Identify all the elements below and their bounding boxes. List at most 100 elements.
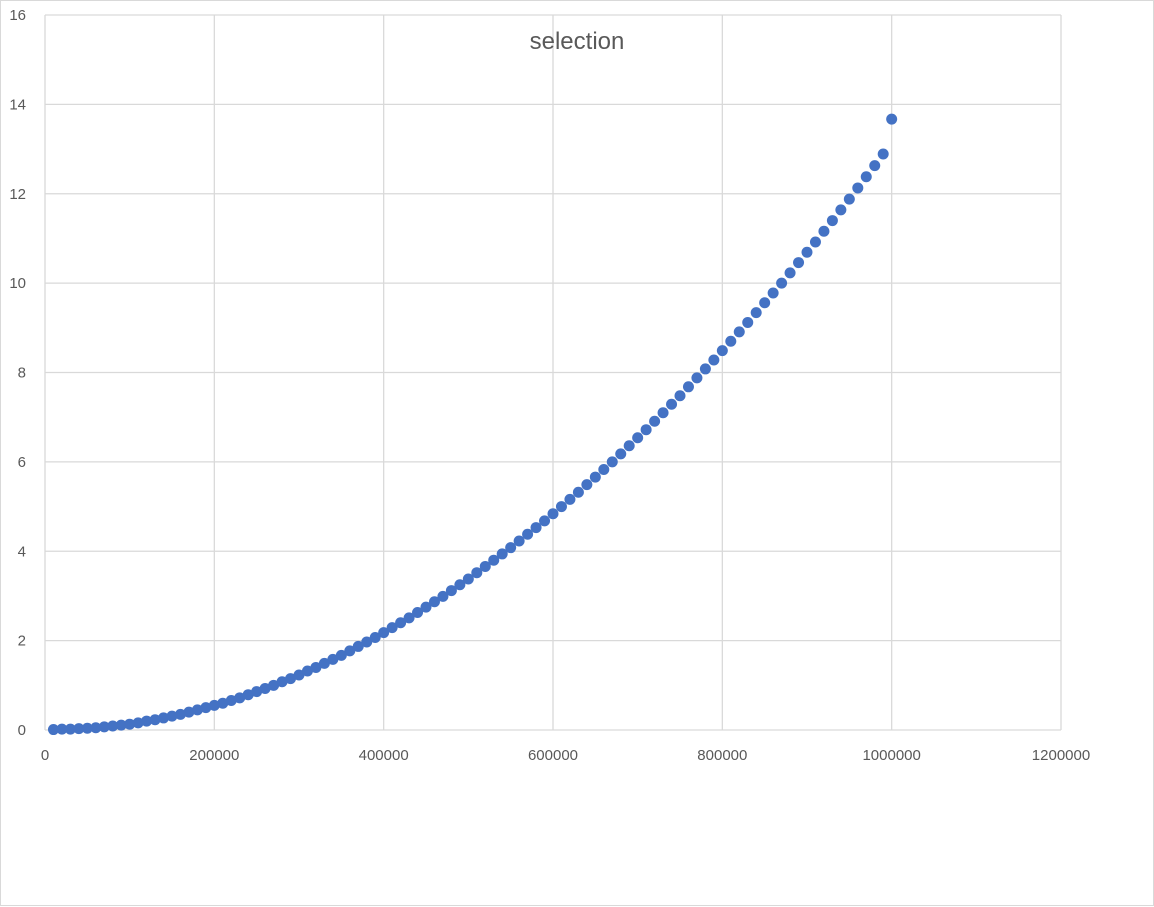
data-point [632, 432, 644, 444]
data-point [759, 297, 771, 309]
data-point [886, 113, 898, 125]
data-point [200, 702, 212, 714]
data-point [564, 493, 576, 505]
data-point [81, 722, 93, 734]
x-tick-label: 600000 [528, 747, 578, 764]
data-point [801, 246, 813, 258]
data-point [234, 692, 246, 704]
data-point [826, 215, 838, 227]
data-point [310, 661, 322, 673]
chart-title: selection [530, 28, 625, 55]
x-tick-label: 0 [41, 747, 49, 764]
data-point [90, 722, 102, 734]
data-point [437, 590, 449, 602]
data-point [64, 723, 76, 735]
data-point [242, 689, 254, 701]
y-tick-label: 4 [18, 543, 26, 560]
data-point [251, 686, 263, 698]
data-point [530, 522, 542, 534]
x-tick-label: 400000 [359, 747, 409, 764]
data-point [403, 612, 415, 624]
data-point [208, 699, 220, 711]
y-tick-label: 10 [9, 275, 26, 292]
data-point [513, 535, 525, 547]
data-point [445, 585, 457, 597]
data-point [852, 182, 864, 194]
data-point [818, 225, 830, 237]
data-point [462, 573, 474, 585]
data-point [98, 721, 110, 733]
data-point [115, 719, 127, 731]
data-point [835, 204, 847, 216]
data-point [860, 171, 872, 183]
data-point [581, 479, 593, 491]
data-point [809, 236, 821, 248]
data-point [268, 679, 280, 691]
x-tick-label: 800000 [697, 747, 747, 764]
y-tick-label: 0 [18, 722, 26, 739]
data-point [479, 560, 491, 572]
data-point [191, 704, 203, 716]
data-point [691, 372, 703, 384]
data-point [174, 708, 186, 720]
data-point [318, 657, 330, 669]
data-point [555, 501, 567, 513]
data-point [471, 567, 483, 579]
data-point [742, 316, 754, 328]
x-tick-label: 1000000 [862, 747, 920, 764]
data-point [412, 606, 424, 618]
data-point [335, 649, 347, 661]
data-point [598, 463, 610, 475]
y-tick-label: 14 [9, 96, 26, 113]
data-point [784, 267, 796, 279]
y-tick-label: 8 [18, 365, 26, 382]
data-point [293, 669, 305, 681]
data-point [276, 676, 288, 688]
data-point [107, 720, 119, 732]
gridlines [44, 14, 1062, 731]
data-point [225, 695, 237, 707]
data-point [716, 345, 728, 357]
data-point [285, 673, 297, 685]
data-point [547, 508, 559, 520]
data-point [623, 440, 635, 452]
data-point [776, 277, 788, 289]
data-point [369, 631, 381, 643]
data-point [361, 636, 373, 648]
data-point [606, 456, 618, 468]
data-point [217, 697, 229, 709]
data-point [496, 548, 508, 560]
data-point [843, 193, 855, 205]
data-point [428, 596, 440, 608]
data-point [378, 627, 390, 639]
data-point [877, 148, 889, 160]
data-point [750, 307, 762, 319]
data-point [158, 712, 170, 724]
x-tick-label: 1200000 [1032, 747, 1090, 764]
data-point [132, 717, 144, 729]
data-point [488, 554, 500, 566]
data-point [344, 645, 356, 657]
data-point [386, 622, 398, 634]
data-point [640, 424, 652, 436]
data-point [327, 653, 339, 665]
y-tick-label: 12 [9, 186, 26, 203]
data-point [699, 363, 711, 375]
data-point [767, 287, 779, 299]
data-point [869, 160, 881, 172]
data-point [649, 415, 661, 427]
data-point [539, 515, 551, 527]
data-point [733, 326, 745, 338]
data-point [47, 724, 59, 736]
x-tick-label: 200000 [189, 747, 239, 764]
y-tick-label: 2 [18, 633, 26, 650]
data-point [166, 710, 178, 722]
data-point [149, 714, 161, 726]
data-point [124, 718, 136, 730]
tick-labels: 0 2 4 6 8 10 12 14 16 0 200000 400000 600000 800000 10… [9, 7, 1090, 764]
data-point [725, 335, 737, 347]
data-point [505, 542, 517, 554]
data-point [682, 381, 694, 393]
data-point [572, 486, 584, 498]
data-point [666, 398, 678, 410]
